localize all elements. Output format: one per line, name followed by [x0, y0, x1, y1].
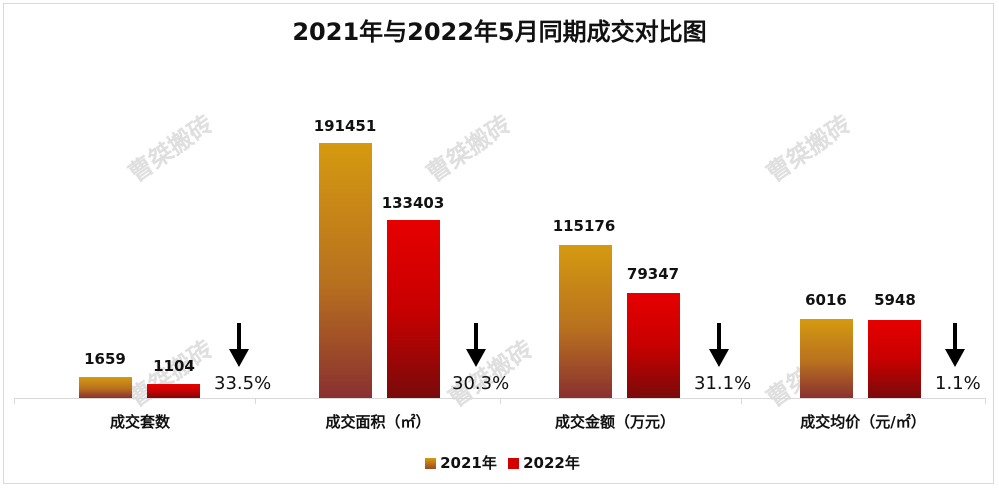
change-percent: 31.1%	[694, 373, 752, 394]
change-percent: 33.5%	[214, 373, 272, 394]
value-label-2021: 191451	[313, 117, 377, 135]
chart-title: 2021年与2022年5月同期成交对比图	[292, 18, 707, 46]
bar-2022	[868, 320, 921, 398]
value-label-2021: 6016	[805, 291, 847, 309]
value-label-2021: 115176	[552, 217, 616, 235]
bar-2022	[147, 384, 200, 398]
legend-swatch-2022	[508, 458, 520, 469]
down-arrow-icon	[709, 323, 729, 367]
bar-2021	[800, 319, 853, 398]
bar-2021	[319, 143, 372, 398]
category-label: 成交套数	[109, 413, 170, 431]
legend: 2021年 2022年	[0, 452, 999, 473]
legend-swatch-2021	[425, 458, 437, 469]
change-percent: 30.3%	[452, 373, 510, 394]
bar-2022	[627, 293, 680, 398]
down-arrow-icon	[945, 323, 965, 367]
value-label-2022: 79347	[626, 265, 680, 283]
down-arrow-icon	[229, 323, 249, 367]
value-label-2022: 1104	[153, 357, 195, 375]
x-axis-tick	[500, 398, 501, 404]
value-label-2022: 133403	[381, 194, 445, 212]
x-axis-tick	[985, 398, 986, 404]
x-axis-tick	[741, 398, 742, 404]
change-percent: 1.1%	[935, 373, 981, 394]
legend-label-2021: 2021年	[440, 454, 497, 472]
value-label-2021: 1659	[84, 350, 126, 368]
bar-2022	[387, 220, 440, 398]
down-arrow-icon	[466, 323, 486, 367]
legend-label-2022: 2022年	[523, 454, 580, 472]
bar-2021	[559, 245, 612, 398]
value-label-2022: 5948	[874, 291, 916, 309]
category-label: 成交金额（万元）	[554, 413, 675, 431]
bar-2021	[79, 377, 132, 398]
x-axis-tick	[14, 398, 15, 404]
chart-frame	[3, 3, 994, 484]
x-axis-tick	[255, 398, 256, 404]
category-label: 成交均价（元/㎡）	[800, 413, 926, 431]
category-label: 成交面积（㎡）	[325, 413, 431, 431]
